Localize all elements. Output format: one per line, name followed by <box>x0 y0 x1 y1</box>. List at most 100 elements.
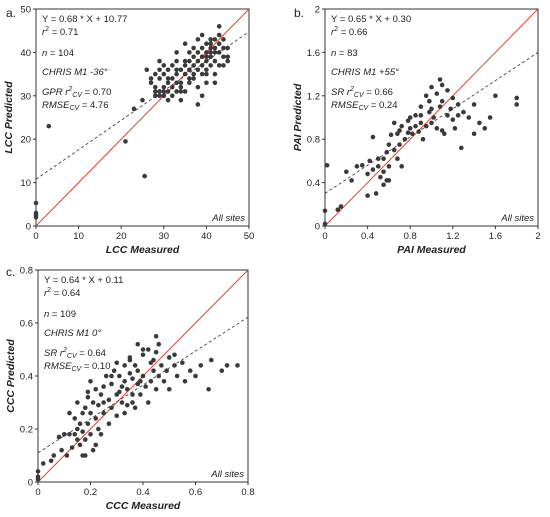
data-point <box>135 368 141 374</box>
data-point <box>367 158 373 164</box>
n-value: = 83 <box>336 48 357 59</box>
data-point <box>101 400 106 405</box>
data-point <box>148 379 154 384</box>
data-point <box>216 50 222 55</box>
data-point <box>195 84 201 90</box>
data-point <box>109 405 114 411</box>
data-point <box>187 80 192 86</box>
data-point <box>106 421 112 427</box>
data-point <box>82 405 88 411</box>
regression-equation: Y = 0.65 * X + 0.30 <box>331 14 411 25</box>
data-point <box>204 58 209 64</box>
data-point <box>208 54 213 60</box>
sample-count: n = 109 <box>44 309 76 320</box>
data-point <box>378 174 383 180</box>
x-tick-label: 0.8 <box>404 231 417 242</box>
data-point <box>375 164 381 169</box>
data-point <box>195 58 201 64</box>
data-point <box>471 102 477 107</box>
data-point <box>159 363 164 368</box>
data-point <box>157 58 162 64</box>
data-point <box>174 89 179 94</box>
x-tick-label: 20 <box>116 231 127 242</box>
data-point <box>165 80 171 86</box>
data-point <box>56 434 62 440</box>
data-point <box>109 373 114 379</box>
data-point <box>33 210 39 216</box>
data-point <box>413 123 418 129</box>
y-tick-label: 0 <box>26 222 31 233</box>
y-axis-label: PAI Predicted <box>292 83 304 151</box>
data-point <box>193 373 198 379</box>
cv-r2-value: = 0.64 <box>77 348 106 359</box>
rmse-symbol: RMSE <box>44 361 72 372</box>
rmse-value: = 4.76 <box>79 100 108 111</box>
data-point <box>199 63 205 68</box>
data-point <box>33 200 39 206</box>
data-point <box>88 410 93 416</box>
data-point <box>144 67 150 73</box>
data-point <box>388 132 394 138</box>
data-point <box>204 71 209 77</box>
data-point <box>212 37 218 42</box>
data-point <box>114 360 120 366</box>
cv-r2-value: = 0.70 <box>82 87 111 98</box>
data-point <box>51 453 57 458</box>
data-point <box>85 394 91 400</box>
x-tick-label: 1.2 <box>446 231 459 242</box>
x-tick-label: 0.8 <box>241 487 254 498</box>
data-point <box>452 126 458 131</box>
site-label: All sites <box>210 469 244 480</box>
y-tick-label: 2 <box>315 5 320 16</box>
data-point <box>127 371 133 376</box>
data-point <box>191 45 196 51</box>
data-point <box>142 173 147 179</box>
data-point <box>221 54 226 60</box>
data-point <box>67 410 72 416</box>
data-point <box>130 400 135 405</box>
data-point <box>152 89 158 94</box>
data-point <box>482 126 488 131</box>
cv-r-squared: GPR r2CV = 0.70 <box>42 86 111 99</box>
data-point <box>80 429 85 434</box>
x-tick-label: 50 <box>244 231 255 242</box>
data-point <box>386 142 392 147</box>
data-point <box>212 50 218 55</box>
data-point <box>122 363 127 368</box>
data-point <box>195 37 201 42</box>
data-point <box>381 182 386 188</box>
data-point <box>174 373 180 379</box>
data-point <box>413 113 418 118</box>
data-point <box>88 379 93 384</box>
y-tick-label: 0 <box>28 478 33 489</box>
y-tick-label: 20 <box>20 135 31 146</box>
data-point <box>423 123 429 129</box>
data-point <box>208 37 213 42</box>
data-point <box>410 131 415 137</box>
y-tick-label: 0.4 <box>307 178 320 189</box>
data-point <box>224 363 230 368</box>
y-tick-label: 40 <box>20 48 31 59</box>
data-point <box>174 80 179 86</box>
data-point <box>216 32 222 38</box>
sensor-config: CHRIS M1 -36° <box>42 67 108 78</box>
data-point <box>212 45 218 51</box>
data-point <box>93 416 99 421</box>
data-point <box>174 71 179 77</box>
data-point <box>434 126 440 131</box>
data-point <box>109 381 114 387</box>
data-point <box>111 368 117 374</box>
data-point <box>82 437 88 442</box>
data-point <box>212 71 218 77</box>
data-point <box>429 106 434 112</box>
data-point <box>182 58 188 64</box>
data-point <box>445 88 450 93</box>
data-point <box>46 123 52 129</box>
data-point <box>423 93 429 99</box>
data-point <box>124 402 130 408</box>
data-point <box>143 384 148 389</box>
data-point <box>322 208 328 214</box>
data-point <box>216 63 222 68</box>
data-point <box>90 447 96 453</box>
data-point <box>166 355 172 360</box>
